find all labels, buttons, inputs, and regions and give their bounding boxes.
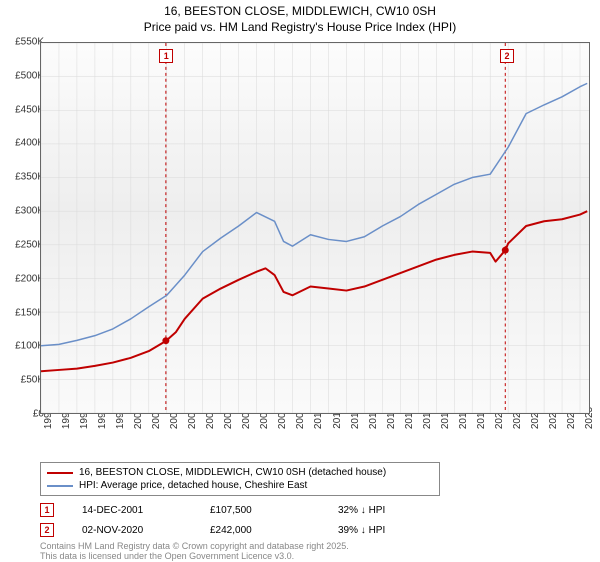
- legend-label-2: HPI: Average price, detached house, Ches…: [79, 480, 307, 491]
- legend-row-1: 16, BEESTON CLOSE, MIDDLEWICH, CW10 0SH …: [47, 466, 433, 479]
- sale-price-2: £242,000: [210, 525, 310, 536]
- sale-marker-box: 2: [500, 49, 514, 63]
- sale-price-1: £107,500: [210, 505, 310, 516]
- plot-area: 12: [40, 42, 590, 414]
- sale-date-1: 14-DEC-2001: [82, 505, 182, 516]
- sale-date-2: 02-NOV-2020: [82, 525, 182, 536]
- title-line-2: Price paid vs. HM Land Registry's House …: [0, 20, 600, 36]
- footer-line-2: This data is licensed under the Open Gov…: [40, 552, 349, 562]
- sale-diff-2: 39% ↓ HPI: [338, 525, 438, 536]
- legend-swatch-2: [47, 485, 73, 487]
- chart-svg: [41, 43, 589, 413]
- chart-title: 16, BEESTON CLOSE, MIDDLEWICH, CW10 0SH …: [0, 0, 600, 35]
- title-line-1: 16, BEESTON CLOSE, MIDDLEWICH, CW10 0SH: [0, 4, 600, 20]
- chart-container: 16, BEESTON CLOSE, MIDDLEWICH, CW10 0SH …: [0, 0, 600, 560]
- legend-row-2: HPI: Average price, detached house, Ches…: [47, 479, 433, 492]
- sale-diff-1: 32% ↓ HPI: [338, 505, 438, 516]
- sale-marker-box: 1: [159, 49, 173, 63]
- legend-label-1: 16, BEESTON CLOSE, MIDDLEWICH, CW10 0SH …: [79, 467, 386, 478]
- legend-swatch-1: [47, 472, 73, 474]
- sale-index-1: 1: [40, 503, 54, 517]
- legend: 16, BEESTON CLOSE, MIDDLEWICH, CW10 0SH …: [40, 462, 440, 496]
- sale-row-2: 2 02-NOV-2020 £242,000 39% ↓ HPI: [40, 522, 438, 538]
- footer-text: Contains HM Land Registry data © Crown c…: [40, 542, 349, 562]
- sale-row-1: 1 14-DEC-2001 £107,500 32% ↓ HPI: [40, 502, 438, 518]
- sale-index-2: 2: [40, 523, 54, 537]
